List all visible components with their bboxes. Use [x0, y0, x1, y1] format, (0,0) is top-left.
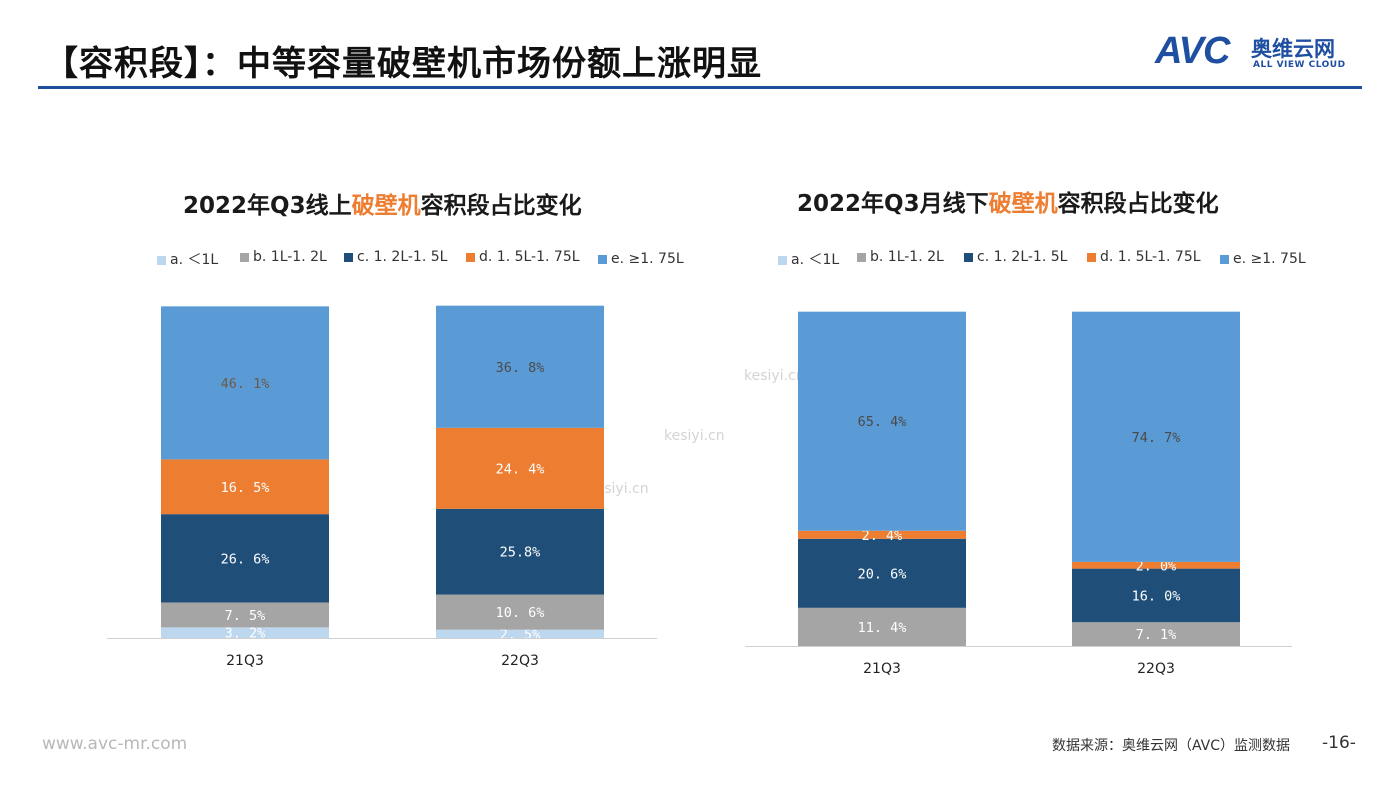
legend-swatch-b — [240, 252, 249, 262]
bar-segment-1-2l-1-5l-22q3 — [436, 508, 604, 595]
chart-title-online-post: 容积段占比变化 — [420, 193, 582, 219]
chart-title-offline: 2022年Q3月线下破壁机容积段占比变化 — [797, 184, 1219, 218]
data-label-1-5l-1-75l-21q3: 2. 4% — [862, 528, 903, 544]
data-label-1l-1-2l-22q3: 7. 1% — [1136, 627, 1177, 643]
footer-url[interactable]: www.avc-mr.com — [42, 734, 188, 754]
chart-title-offline-highlight: 破壁机 — [988, 191, 1058, 217]
legend-label-a: a. ＜1L — [170, 252, 219, 268]
stacked-bar-chart-offline: 11. 4% 20. 6% 2. 4% 65. 4% 21Q3 7. 1% 16. 0% 2.… — [745, 311, 1292, 677]
bar-segment-ge-1-75l-21q3 — [161, 306, 329, 460]
data-label-1-2l-1-5l-22q3: 25.8% — [500, 545, 541, 561]
watermark: kesiyi.cn — [664, 428, 725, 444]
legend-item-a: a. ＜1L — [157, 249, 218, 269]
bar-segment-1-2l-1-5l-21q3 — [798, 538, 966, 608]
bar-segment-1-2l-1-5l-21q3 — [161, 514, 329, 603]
chart-title-online: 2022年Q3线上破壁机容积段占比变化 — [183, 186, 582, 220]
legend-swatch-e — [598, 254, 607, 264]
legend-item-e: e. ≥1. 75L — [598, 251, 684, 267]
legend-item-c: c. 1. 2L-1. 5L — [344, 249, 447, 265]
legend-label-b: b. 1L-1. 2L — [870, 249, 944, 265]
legend-swatch-c — [344, 252, 353, 262]
bar-segment-1-5l-1-75l-22q3 — [1072, 561, 1240, 569]
data-label-1l-1-2l-22q3: 10. 6% — [496, 605, 545, 621]
legend-item-c: c. 1. 2L-1. 5L — [964, 249, 1067, 265]
data-label-ge-1-75l-21q3: 46. 1% — [221, 376, 270, 392]
data-label-1-5l-1-75l-21q3: 16. 5% — [221, 480, 270, 496]
bar-segment-lt-1l-21q3 — [161, 627, 329, 638]
legend-label-c: c. 1. 2L-1. 5L — [357, 249, 448, 265]
x-tick-label-21q3: 21Q3 — [226, 653, 264, 669]
data-label-ge-1-75l-22q3: 36. 8% — [496, 360, 545, 376]
bar-segment-ge-1-75l-22q3 — [436, 305, 604, 428]
data-label-1-5l-1-75l-22q3: 2. 0% — [1136, 558, 1177, 574]
legend-swatch-d — [466, 252, 475, 262]
legend-item-b: b. 1L-1. 2L — [240, 249, 327, 265]
legend-item-e: e. ≥1. 75L — [1220, 251, 1306, 267]
legend-label-c: c. 1. 2L-1. 5L — [977, 249, 1068, 265]
legend-label-e: e. ≥1. 75L — [611, 251, 684, 267]
legend-label-d: d. 1. 5L-1. 75L — [479, 249, 580, 265]
legend-item-d: d. 1. 5L-1. 75L — [466, 249, 580, 265]
data-source-note: 数据来源：奥维云网（AVC）监测数据 — [1052, 738, 1291, 754]
legend-swatch-e — [1220, 254, 1229, 264]
legend-swatch-b — [857, 252, 866, 262]
legend-item-b: b. 1L-1. 2L — [857, 249, 944, 265]
legend-label-d: d. 1. 5L-1. 75L — [1100, 249, 1201, 265]
legend-online: a. ＜1L b. 1L-1. 2L c. 1. 2L-1. 5L d. 1. … — [157, 249, 717, 269]
bar-segment-ge-1-75l-22q3 — [1072, 311, 1240, 562]
legend-swatch-a — [778, 255, 787, 265]
page-number: -16- — [1322, 733, 1356, 753]
bar-segment-1l-1-2l-22q3 — [1072, 622, 1240, 646]
data-label-lt-1l-21q3: 3. 2% — [225, 626, 266, 642]
legend-swatch-a — [157, 255, 166, 265]
legend-item-d: d. 1. 5L-1. 75L — [1087, 249, 1201, 265]
chart-title-online-pre: 2022年Q3线上 — [183, 193, 352, 219]
data-label-1l-1-2l-21q3: 11. 4% — [858, 620, 907, 636]
bar-segment-1l-1-2l-21q3 — [161, 602, 329, 628]
legend-label-e: e. ≥1. 75L — [1233, 251, 1306, 267]
chart-title-offline-post: 容积段占比变化 — [1057, 191, 1219, 217]
bar-segment-ge-1-75l-21q3 — [798, 311, 966, 531]
x-tick-label-22q3: 22Q3 — [1137, 661, 1175, 677]
bar-segment-1-5l-1-75l-21q3 — [798, 530, 966, 539]
logo-en-name: ALL VIEW CLOUD — [1253, 60, 1346, 70]
legend-swatch-d — [1087, 252, 1096, 262]
chart-title-offline-pre: 2022年Q3月线下 — [797, 191, 989, 217]
data-label-1l-1-2l-21q3: 7. 5% — [225, 608, 266, 624]
legend-label-b: b. 1L-1. 2L — [253, 249, 327, 265]
bar-segment-1l-1-2l-21q3 — [798, 607, 966, 646]
bar-segment-1-5l-1-75l-22q3 — [436, 427, 604, 509]
bar-segment-1-5l-1-75l-21q3 — [161, 459, 329, 515]
data-label-ge-1-75l-21q3: 65. 4% — [858, 414, 907, 430]
title-underline — [38, 86, 1362, 89]
logo-mark: AVC — [1155, 30, 1230, 72]
data-label-ge-1-75l-22q3: 74. 7% — [1132, 430, 1181, 446]
legend-offline: a. ＜1L b. 1L-1. 2L c. 1. 2L-1. 5L d. 1. … — [778, 249, 1338, 269]
bar-segment-1l-1-2l-22q3 — [436, 594, 604, 630]
x-tick-label-22q3: 22Q3 — [501, 653, 539, 669]
legend-swatch-c — [964, 252, 973, 262]
data-label-1-2l-1-5l-22q3: 16. 0% — [1132, 588, 1181, 604]
data-label-1-2l-1-5l-21q3: 20. 6% — [858, 566, 907, 582]
chart-title-online-highlight: 破壁机 — [351, 193, 421, 219]
data-label-1-5l-1-75l-22q3: 24. 4% — [496, 461, 545, 477]
x-tick-label-21q3: 21Q3 — [863, 661, 901, 677]
legend-label-a: a. ＜1L — [791, 252, 840, 268]
watermark: kesiyi.cn — [744, 368, 805, 384]
bar-segment-1-2l-1-5l-22q3 — [1072, 568, 1240, 623]
data-label-1-2l-1-5l-21q3: 26. 6% — [221, 551, 270, 567]
avc-logo: AVC 奥维云网 ALL VIEW CLOUD — [1155, 30, 1355, 78]
legend-item-a: a. ＜1L — [778, 249, 839, 269]
logo-cn-name: 奥维云网 — [1251, 37, 1335, 61]
bar-segment-lt-1l-22q3 — [436, 629, 604, 638]
page-title: 【容积段】：中等容量破壁机市场份额上涨明显 — [44, 44, 762, 84]
